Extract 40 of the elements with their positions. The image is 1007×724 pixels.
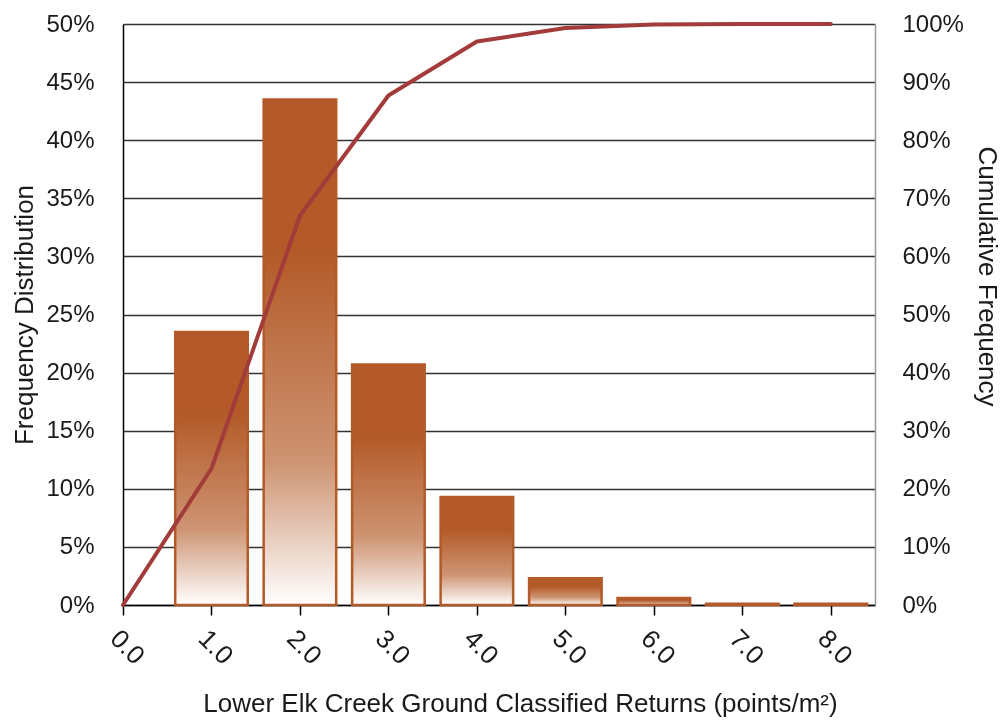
- y2-tick-label: 60%: [902, 241, 951, 269]
- y2-tick-label: 30%: [902, 416, 951, 444]
- y2-tick-label: 10%: [902, 532, 951, 560]
- x-tick-label: 6.0: [635, 623, 683, 671]
- x-tick-label: 3.0: [369, 623, 417, 671]
- y2-tick-label: 0%: [902, 590, 938, 618]
- y-tick-label: 5%: [59, 532, 95, 560]
- y-tick-label: 10%: [46, 474, 95, 502]
- bar: [350, 363, 426, 607]
- y-tick-label: 35%: [46, 183, 95, 211]
- y2-tick-label: 70%: [902, 183, 951, 211]
- x-tick-label: 7.0: [723, 623, 771, 671]
- y-tick-label: 50%: [46, 9, 95, 37]
- x-tick-label: 1.0: [192, 623, 240, 671]
- y2-tick-label: 20%: [902, 474, 951, 502]
- y2-tick-label: 40%: [902, 358, 951, 386]
- x-tick-label: 2.0: [281, 623, 329, 671]
- bar: [262, 98, 338, 607]
- bar: [439, 495, 515, 607]
- y2-tick-label: 50%: [902, 300, 951, 327]
- x-tick-label: 8.0: [812, 623, 859, 671]
- y-tick-label: 0%: [59, 590, 95, 618]
- y2-axis-title: Cumulative Frequency: [972, 146, 1003, 407]
- y2-tick-label: 100%: [902, 9, 964, 37]
- y2-tick-label: 80%: [902, 125, 951, 153]
- y-tick-label: 25%: [46, 300, 95, 327]
- x-tick-label: 4.0: [458, 623, 506, 671]
- y-tick-label: 40%: [46, 125, 95, 153]
- x-tick-label: 0.0: [104, 623, 152, 671]
- y-tick-label: 20%: [46, 358, 95, 386]
- x-axis-title: Lower Elk Creek Ground Classified Returns (points/m²): [203, 688, 838, 719]
- y-tick-label: 45%: [46, 67, 95, 95]
- y2-tick-label: 90%: [902, 67, 951, 95]
- y-axis-title: Frequency Distribution: [9, 184, 40, 446]
- bar: [173, 330, 249, 607]
- y-tick-label: 15%: [46, 416, 95, 444]
- bar: [527, 577, 603, 607]
- bar: [616, 596, 692, 607]
- x-tick-label: 5.0: [546, 623, 594, 671]
- y-tick-label: 30%: [46, 241, 95, 269]
